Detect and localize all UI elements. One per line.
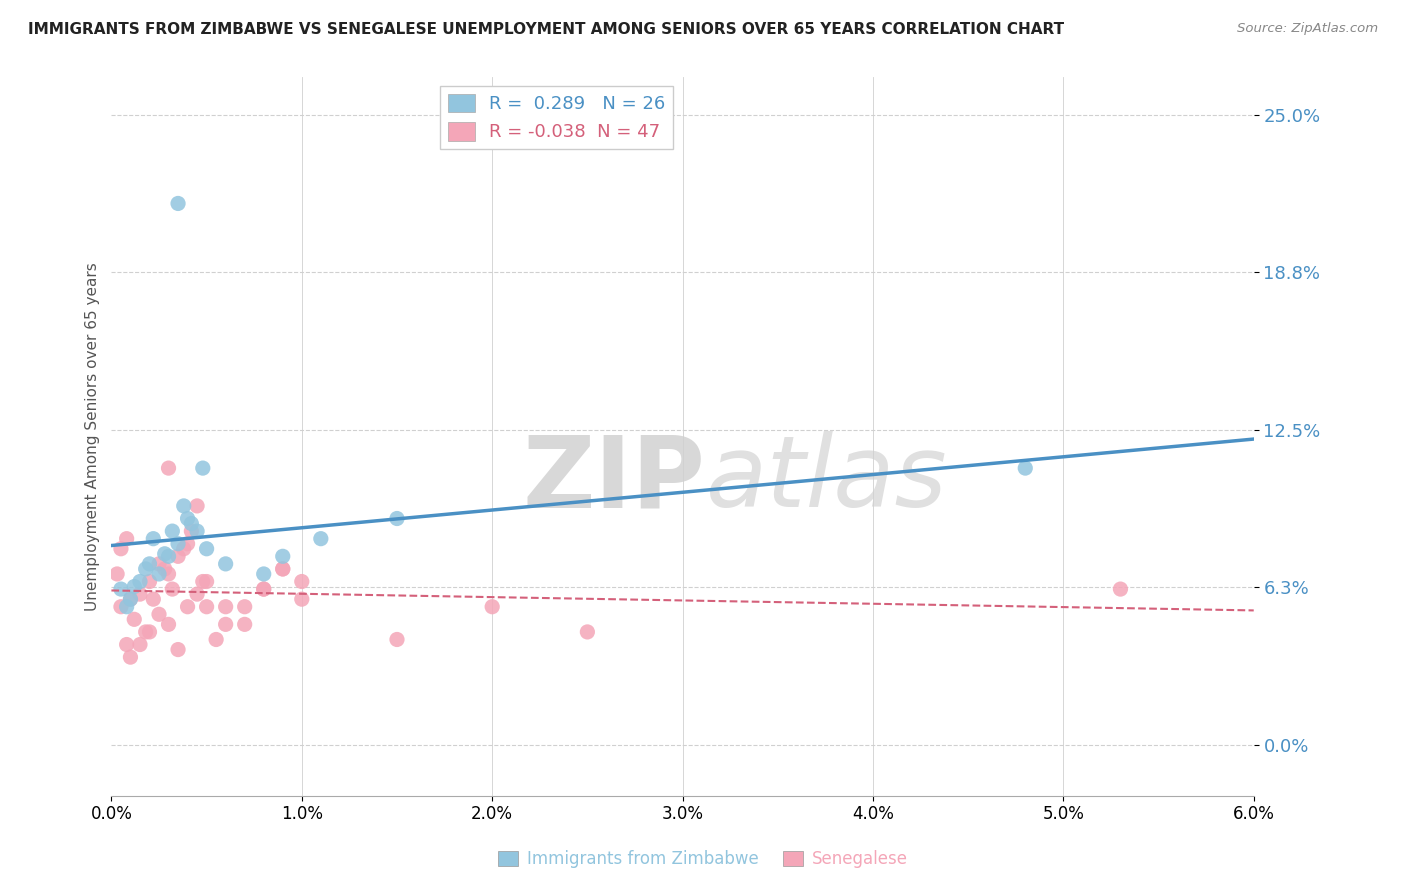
Point (162, 524, 184, 538)
Point (173, 541, 195, 556)
Point (191, 461, 214, 475)
Legend: Immigrants from Zimbabwe, Senegalese: Immigrants from Zimbabwe, Senegalese (492, 844, 914, 875)
Text: atlas: atlas (706, 431, 948, 528)
Point (291, 592, 314, 607)
Point (135, 562, 157, 576)
Point (115, 638, 138, 652)
Point (1109, 582, 1132, 596)
Point (122, 580, 145, 594)
Point (153, 562, 176, 576)
Point (110, 582, 132, 596)
Point (157, 549, 180, 564)
Point (120, 650, 142, 665)
Point (195, 541, 218, 556)
Point (153, 547, 176, 561)
Point (135, 624, 157, 639)
Point (157, 566, 180, 581)
Point (138, 624, 160, 639)
Point (385, 632, 408, 647)
Point (138, 574, 160, 589)
Point (271, 562, 294, 576)
Point (105, 566, 128, 581)
Point (129, 587, 152, 601)
Point (191, 574, 214, 589)
Point (195, 574, 218, 589)
Point (253, 582, 276, 596)
Text: Source: ZipAtlas.com: Source: ZipAtlas.com (1237, 22, 1378, 36)
Point (186, 499, 208, 513)
Point (173, 499, 195, 513)
Point (142, 532, 165, 546)
Point (195, 599, 218, 614)
Point (162, 582, 184, 596)
Text: IMMIGRANTS FROM ZIMBABWE VS SENEGALESE UNEMPLOYMENT AMONG SENIORS OVER 65 YEARS : IMMIGRANTS FROM ZIMBABWE VS SENEGALESE U… (28, 22, 1064, 37)
Point (271, 549, 294, 564)
Point (115, 532, 138, 546)
Point (120, 592, 142, 607)
Point (481, 599, 503, 614)
Point (176, 511, 198, 525)
Point (176, 537, 198, 551)
Point (148, 607, 170, 622)
Text: ZIP: ZIP (523, 431, 706, 528)
Legend: R =  0.289   N = 26, R = -0.038  N = 47: R = 0.289 N = 26, R = -0.038 N = 47 (440, 87, 672, 149)
Point (120, 592, 142, 607)
Point (148, 566, 170, 581)
Point (129, 574, 152, 589)
Point (115, 599, 138, 614)
Point (138, 557, 160, 571)
Point (214, 599, 236, 614)
Point (233, 599, 256, 614)
Point (157, 617, 180, 632)
Y-axis label: Unemployment Among Seniors over 65 years: Unemployment Among Seniors over 65 years (86, 262, 100, 611)
Point (1014, 461, 1036, 475)
Point (180, 524, 202, 538)
Point (167, 537, 190, 551)
Point (186, 524, 208, 538)
Point (129, 638, 152, 652)
Point (233, 617, 256, 632)
Point (291, 574, 314, 589)
Point (148, 557, 170, 571)
Point (167, 196, 190, 211)
Point (186, 587, 208, 601)
Point (576, 624, 599, 639)
Point (110, 541, 132, 556)
Point (214, 557, 236, 571)
Point (253, 566, 276, 581)
Point (122, 612, 145, 626)
Point (110, 599, 132, 614)
Point (176, 599, 198, 614)
Point (180, 516, 202, 531)
Point (271, 562, 294, 576)
Point (385, 511, 408, 525)
Point (157, 461, 180, 475)
Point (309, 532, 332, 546)
Point (142, 592, 165, 607)
Point (167, 549, 190, 564)
Point (167, 642, 190, 657)
Point (214, 617, 236, 632)
Point (253, 582, 276, 596)
Point (205, 632, 228, 647)
